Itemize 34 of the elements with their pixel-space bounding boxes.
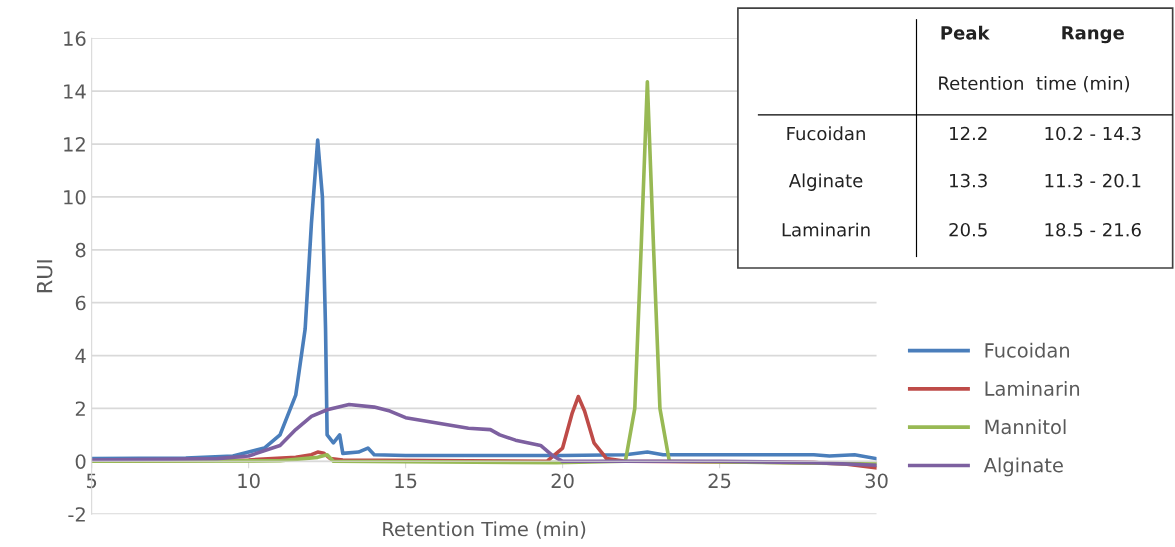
y-tick-label: 14 [64, 84, 86, 99]
text: 20.5 [949, 222, 987, 237]
legend-label: Alginate [983, 457, 1063, 477]
x-tick-label: 30 [865, 473, 888, 489]
x-tick-label: 15 [395, 473, 417, 489]
y-tick-label: 2 [75, 401, 85, 416]
text: 12.2 [950, 126, 987, 141]
annotation: Alginate [788, 173, 863, 191]
legend-label: Laminarin [985, 380, 1080, 396]
y-tick-label: 4 [75, 348, 86, 363]
x-tick-label: 5 [86, 473, 97, 489]
legend-label: Fucoidan [985, 342, 1069, 358]
legend-label: Mannitol [985, 419, 1066, 435]
x-tick-label: 10 [238, 473, 260, 489]
annotation: Fucoidan [787, 126, 865, 141]
y-tick-label: 12 [64, 137, 85, 152]
y-tick-label: -2 [68, 507, 85, 522]
text: Retention time (min) [939, 76, 1130, 93]
y-tick-label: 6 [75, 295, 86, 311]
y-tick-label: 16 [64, 31, 86, 46]
annotation: Laminarin [782, 222, 870, 237]
x-tick-label: 20 [551, 473, 574, 489]
x-tick-label: 25 [708, 473, 731, 489]
y-tick-label: 8 [75, 242, 86, 258]
y-tick-label: 0 [75, 454, 86, 469]
text: 11.3 - 20.1 [1045, 173, 1141, 188]
x-axis-title: Retention Time (min) [383, 521, 586, 539]
text: 13.3 [950, 173, 987, 188]
y-axis-title: RUI [36, 260, 53, 293]
text: 10.2 - 14.3 [1045, 126, 1141, 141]
text: Range [1062, 26, 1124, 44]
text: 18.5 - 21.6 [1045, 222, 1141, 237]
text: Peak [941, 25, 990, 40]
y-tick-label: 10 [64, 189, 86, 205]
